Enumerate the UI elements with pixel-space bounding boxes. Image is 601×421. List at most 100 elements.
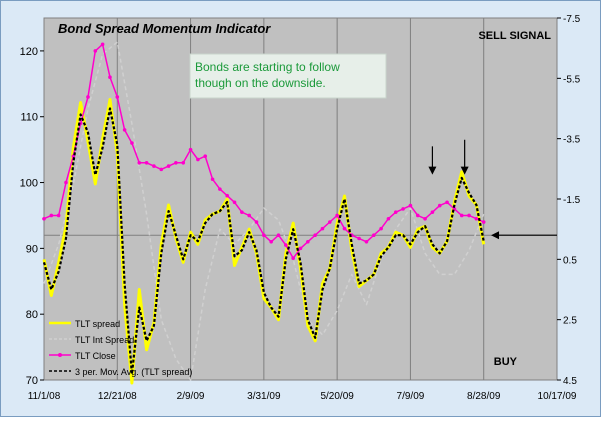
close-point [445,200,449,205]
close-point [342,226,347,231]
legend: TLT spread TLT Int Spread TLT Close 3 per. … [49,319,192,377]
series-line-1 [43,41,485,381]
close-point [115,95,120,99]
right-tick-label: 4.5 [563,376,577,387]
close-point [423,216,427,221]
close-point [71,154,76,159]
right-tick-label: -5.5 [563,74,581,85]
close-point [474,216,479,221]
x-tick-label: 5/20/09 [320,391,354,402]
right-tick-label: -3.5 [563,135,581,146]
close-point [137,161,142,165]
close-point [357,236,361,241]
down-arrow-head [460,166,469,175]
close-point [306,239,310,244]
right-axis: -7.5 -5.5 -3.5 -1.5 0.5 2.5 4.5 [557,14,581,387]
x-axis: 11/1/08 12/21/08 2/9/09 3/31/09 5/20/09 7/9/0… [28,391,577,402]
annotation-line-2: though on the downside. [195,76,326,90]
close-point [225,193,230,198]
right-tick-label: 0.5 [563,255,577,266]
legend-label: TLT spread [75,319,120,329]
legend-label: 3 per. Mov. Avg. (TLT spread) [75,367,192,377]
close-point [42,216,46,221]
close-point [335,213,339,218]
x-tick-label: 3/31/09 [247,391,281,402]
close-point [386,216,391,221]
close-point [188,147,193,152]
series [42,41,486,385]
close-point [371,233,376,237]
close-point [108,75,112,80]
close-point [320,226,325,231]
close-point [247,213,251,218]
close-point [64,180,68,185]
side-arrow-head [491,231,500,240]
close-point [379,226,383,231]
close-point [298,246,303,251]
close-point [459,213,464,218]
left-tick-label: 120 [20,46,38,58]
close-point [262,233,266,237]
left-tick-label: 70 [26,375,38,387]
close-point [56,213,61,218]
close-point [291,256,295,261]
close-point [415,213,420,218]
right-tick-label: 2.5 [563,316,577,327]
close-point [408,203,413,208]
x-tick-label: 12/21/08 [98,391,137,402]
close-point [144,161,149,165]
left-axis: 70 80 90 100 110 120 [20,46,44,387]
close-point [437,203,442,208]
close-point [430,210,435,214]
x-tick-label: 11/1/08 [28,391,61,402]
close-point [122,128,127,132]
close-point [401,207,405,211]
close-point [203,154,208,159]
close-point [181,161,186,165]
close-point [328,220,332,224]
close-point [218,187,222,191]
close-point [269,239,273,244]
right-tick-label: -7.5 [563,14,581,25]
close-point [166,164,171,168]
close-point [393,210,398,214]
x-tick-label: 7/9/09 [397,391,425,402]
x-tick-label: 2/9/09 [177,391,205,402]
legend-label: TLT Int Spread [75,335,134,345]
close-point [196,157,200,162]
left-tick-label: 110 [20,112,38,124]
close-point [49,213,54,218]
close-point [130,141,134,145]
close-point [481,220,486,224]
left-tick-label: 80 [26,309,38,321]
close-point [210,177,215,182]
close-point [284,243,288,247]
close-point [467,213,471,218]
close-point [313,233,317,237]
close-point [276,233,281,237]
close-point [174,161,178,165]
legend-marker [58,353,62,357]
series-line-3 [42,107,485,376]
close-point [240,210,244,214]
chart-title: Bond Spread Momentum Indicator [58,21,271,36]
left-tick-label: 100 [20,178,38,190]
close-point [86,95,90,99]
close-point [232,200,237,205]
close-point [364,239,369,244]
close-point [93,49,98,53]
signal-arrows [428,139,557,240]
close-point [100,42,105,47]
close-point [254,220,259,224]
legend-label: TLT Close [75,351,116,361]
close-point [159,167,164,172]
annotation-box: Bonds are starting to follow though on t… [189,53,387,99]
annotation-line-1: Bonds are starting to follow [195,60,340,74]
left-tick-label: 90 [26,243,38,255]
right-tick-label: -1.5 [563,195,581,206]
x-tick-label: 10/17/09 [538,391,577,402]
x-tick-label: 8/28/09 [467,391,501,402]
down-arrow-head [428,166,437,175]
